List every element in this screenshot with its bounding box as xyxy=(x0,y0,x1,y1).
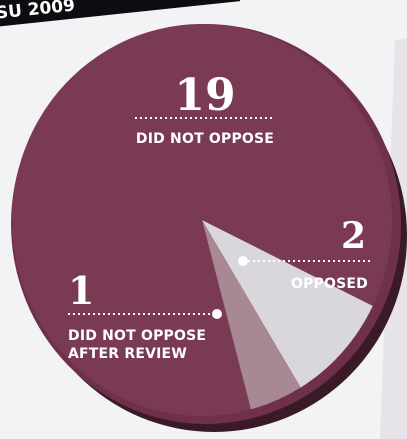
slice-after-review xyxy=(202,220,301,410)
label-after-review-line1: DID NOT OPPOSE xyxy=(68,328,206,344)
count-did-not-oppose: 19 xyxy=(174,70,235,121)
leader-dot-opposed xyxy=(238,256,248,266)
count-after-review: 1 xyxy=(68,268,94,313)
leader-dot-after-review xyxy=(212,309,222,319)
count-opposed: 2 xyxy=(341,215,366,257)
slice-label-opposed: 2 OPPOSED xyxy=(238,215,370,292)
slice-did-not-oppose xyxy=(12,23,393,416)
banner: SU 2009 xyxy=(0,0,241,29)
label-opposed: OPPOSED xyxy=(291,276,368,292)
slice-label-after-review: 1 DID NOT OPPOSE AFTER REVIEW xyxy=(68,268,222,362)
label-did-not-oppose: DID NOT OPPOSE xyxy=(136,131,274,147)
label-after-review-line2: AFTER REVIEW xyxy=(68,346,187,362)
slice-label-did-not-oppose: 19 DID NOT OPPOSE xyxy=(135,70,275,147)
banner-strip xyxy=(0,0,241,29)
